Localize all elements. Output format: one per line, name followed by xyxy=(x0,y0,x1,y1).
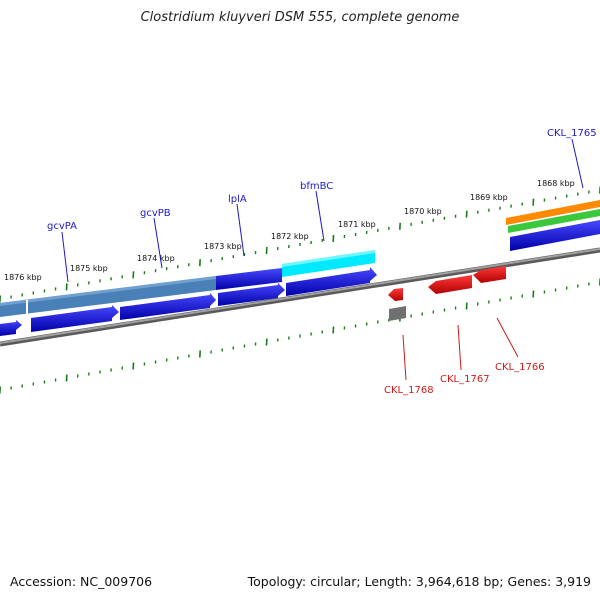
gene-arrow xyxy=(0,320,22,336)
bfmBC-bar-top xyxy=(282,250,375,267)
backbone xyxy=(0,247,600,347)
scale-label: 1873 kbp xyxy=(204,242,242,251)
leader-CKL_1765 xyxy=(571,138,584,189)
blue-feature-bar xyxy=(510,220,600,251)
scale-label: 1874 kbp xyxy=(137,254,175,263)
gene-label-CKL_1765: CKL_1765 xyxy=(547,128,597,139)
gene-arrow xyxy=(286,267,377,296)
gene-label-bfmBC: bfmBC xyxy=(300,181,333,192)
leader-CKL_1766 xyxy=(496,317,519,358)
gene-arrow-CKL_1766 xyxy=(473,266,506,283)
scale-label: 1876 kbp xyxy=(4,273,42,282)
scale-label: 1871 kbp xyxy=(338,220,376,229)
leader-gcvPB xyxy=(153,217,163,269)
scale-label: 1875 kbp xyxy=(70,264,108,273)
gene-arrow-CKL_1768 xyxy=(388,288,403,301)
map-title: Clostridium kluyveri DSM 555, complete g… xyxy=(140,10,460,25)
leader-gcvPA xyxy=(61,231,69,283)
scale-label: 1868 kbp xyxy=(537,179,575,188)
gene-arrow xyxy=(218,283,285,306)
reverse-strand-genes xyxy=(388,266,506,321)
scale-ticks-upper xyxy=(0,186,600,303)
gene-label-lplA: lplA xyxy=(228,194,247,205)
operon-bar-light-edge xyxy=(0,276,216,306)
orange-feature-bar xyxy=(506,200,600,225)
leader-lplA xyxy=(236,203,245,257)
gene-label-gcvPA: gcvPA xyxy=(47,221,77,232)
gray-feature xyxy=(389,306,406,321)
leader-CKL_1767 xyxy=(457,324,462,371)
gene-label-CKL_1768: CKL_1768 xyxy=(384,385,434,396)
leader-CKL_1768 xyxy=(402,334,407,381)
scale-labels: 1876 kbp 1875 kbp 1874 kbp 1873 kbp 1872… xyxy=(4,179,575,282)
footer-accession: Accession: NC_009706 xyxy=(10,574,153,589)
gene-label-CKL_1767: CKL_1767 xyxy=(440,374,490,385)
forward-strand-genes xyxy=(0,267,377,336)
footer-topology: Topology: circular; Length: 3,964,618 bp… xyxy=(247,574,591,589)
gene-arrow xyxy=(120,293,216,320)
gene-arrow xyxy=(31,305,119,332)
scale-label: 1870 kbp xyxy=(404,207,442,216)
leader-bfmBC xyxy=(315,190,325,242)
gene-label-gcvPB: gcvPB xyxy=(140,208,171,219)
gene-labels: gcvPA gcvPB lplA bfmBC CKL_1765 CKL_1768… xyxy=(47,128,597,396)
gene-label-CKL_1766: CKL_1766 xyxy=(495,362,545,373)
gene-arrow-CKL_1767 xyxy=(428,275,472,294)
operon-bar xyxy=(0,276,216,317)
label-leader-lines xyxy=(61,138,584,381)
bfmBC-bar xyxy=(282,250,375,277)
scale-label: 1872 kbp xyxy=(271,232,309,241)
scale-label: 1869 kbp xyxy=(470,193,508,202)
feature-track-upper xyxy=(0,200,600,317)
green-feature-bar xyxy=(508,209,600,233)
lplA-bar xyxy=(216,268,282,290)
